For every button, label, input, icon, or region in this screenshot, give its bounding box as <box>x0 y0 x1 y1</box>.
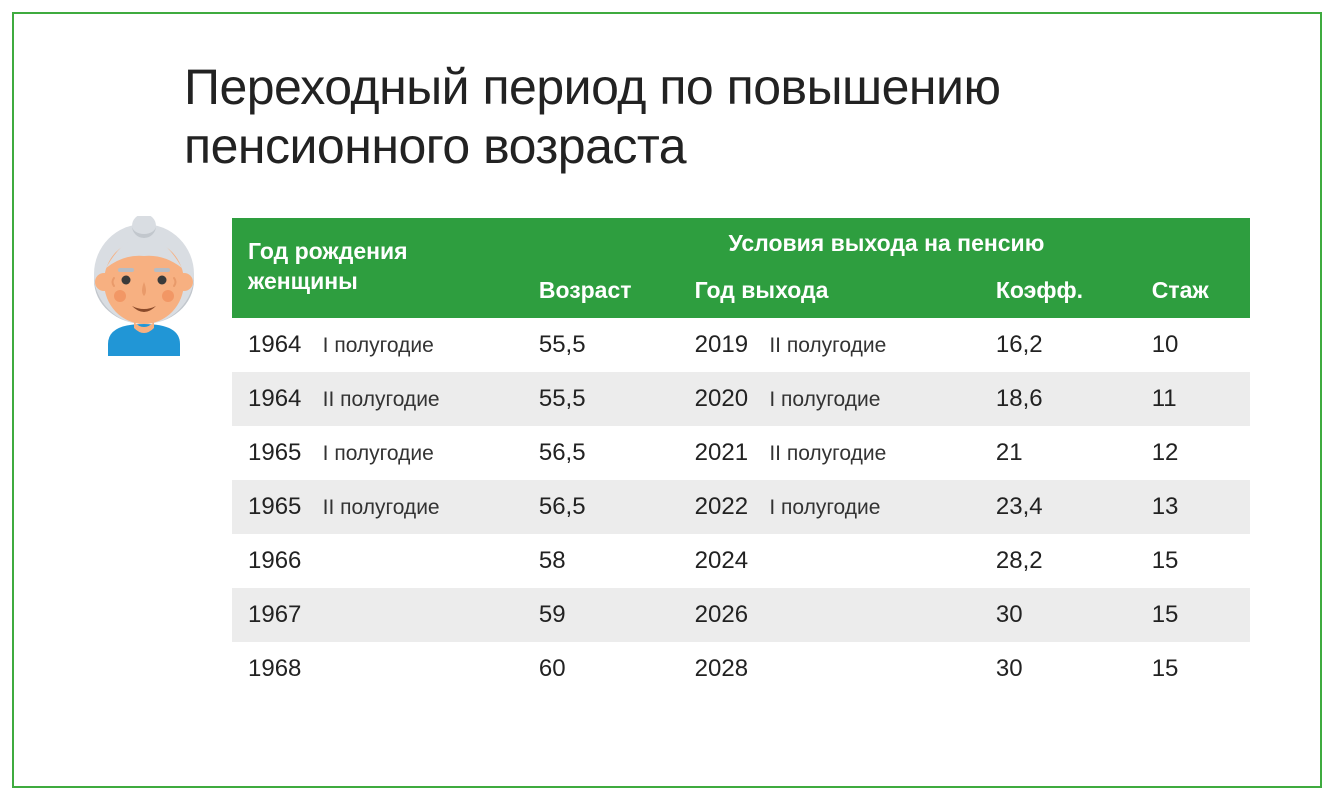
table-row: 1965 I полугодие56,52021 II полугодие211… <box>232 426 1250 480</box>
cell-birth: 1965 II полугодие <box>232 480 523 534</box>
cell-age: 60 <box>523 642 679 696</box>
cell-coef: 16,2 <box>980 318 1136 372</box>
table-row: 19686020283015 <box>232 642 1250 696</box>
elderly-woman-icon <box>84 216 204 361</box>
cell-coef: 21 <box>980 426 1136 480</box>
cell-birth: 1964 II полугодие <box>232 372 523 426</box>
cell-exit: 2024 <box>679 534 980 588</box>
cell-exit: 2022 I полугодие <box>679 480 980 534</box>
cell-age: 58 <box>523 534 679 588</box>
table-row: 1965 II полугодие56,52022 I полугодие23,… <box>232 480 1250 534</box>
cell-coef: 23,4 <box>980 480 1136 534</box>
table-body: 1964 I полугодие55,52019 II полугодие16,… <box>232 318 1250 696</box>
cell-age: 55,5 <box>523 372 679 426</box>
cell-age: 56,5 <box>523 426 679 480</box>
cell-birth: 1966 <box>232 534 523 588</box>
cell-stage: 11 <box>1136 372 1250 426</box>
table-row: 19675920263015 <box>232 588 1250 642</box>
cell-exit: 2020 I полугодие <box>679 372 980 426</box>
th-age: Возраст <box>523 267 679 318</box>
table-row: 1964 II полугодие55,52020 I полугодие18,… <box>232 372 1250 426</box>
cell-exit: 2026 <box>679 588 980 642</box>
cell-coef: 18,6 <box>980 372 1136 426</box>
th-stage: Стаж <box>1136 267 1250 318</box>
cell-exit: 2021 II полугодие <box>679 426 980 480</box>
cell-birth: 1964 I полугодие <box>232 318 523 372</box>
th-exit: Год выхода <box>679 267 980 318</box>
cell-stage: 12 <box>1136 426 1250 480</box>
cell-age: 59 <box>523 588 679 642</box>
cell-exit: 2019 II полугодие <box>679 318 980 372</box>
pension-table: Год рождения женщины Условия выхода на п… <box>232 218 1250 696</box>
cell-age: 56,5 <box>523 480 679 534</box>
page-title: Переходный период по повышению пенсионно… <box>184 58 1250 176</box>
cell-age: 55,5 <box>523 318 679 372</box>
th-conditions: Условия выхода на пенсию <box>523 218 1250 267</box>
table-row: 196658202428,215 <box>232 534 1250 588</box>
cell-exit: 2028 <box>679 642 980 696</box>
th-birth: Год рождения женщины <box>232 218 523 318</box>
cell-birth: 1968 <box>232 642 523 696</box>
cell-stage: 15 <box>1136 534 1250 588</box>
cell-stage: 13 <box>1136 480 1250 534</box>
cell-coef: 30 <box>980 642 1136 696</box>
cell-stage: 10 <box>1136 318 1250 372</box>
cell-birth: 1965 I полугодие <box>232 426 523 480</box>
infographic-frame: Переходный период по повышению пенсионно… <box>12 12 1322 788</box>
table-row: 1964 I полугодие55,52019 II полугодие16,… <box>232 318 1250 372</box>
cell-birth: 1967 <box>232 588 523 642</box>
cell-stage: 15 <box>1136 642 1250 696</box>
cell-coef: 30 <box>980 588 1136 642</box>
content-row: Год рождения женщины Условия выхода на п… <box>84 218 1250 696</box>
th-coef: Коэфф. <box>980 267 1136 318</box>
cell-coef: 28,2 <box>980 534 1136 588</box>
cell-stage: 15 <box>1136 588 1250 642</box>
